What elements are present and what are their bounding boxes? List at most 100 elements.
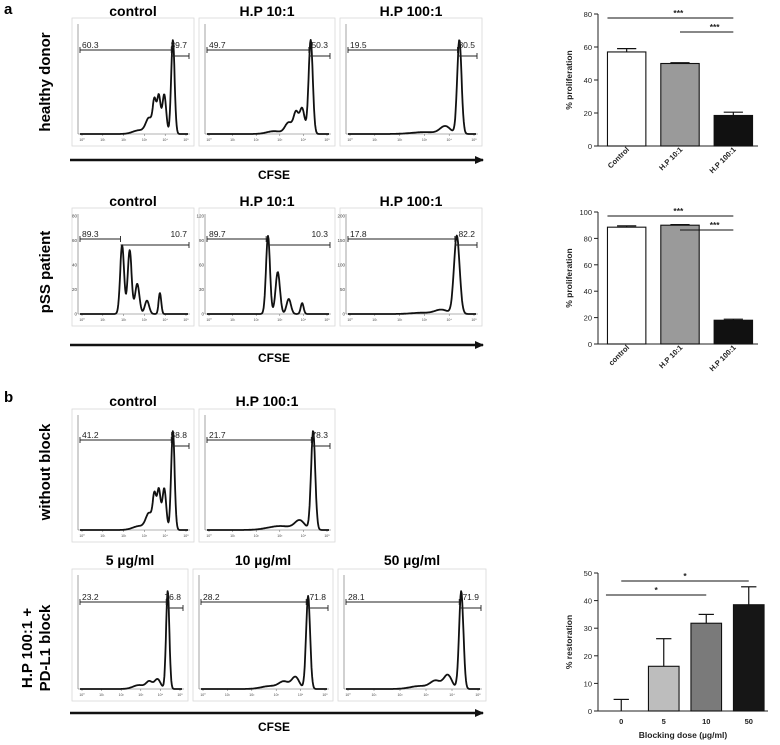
x-tick-label: 10⁵ [183,318,189,322]
x-tick-label: 10⁴ [162,318,168,322]
gate-left-percent: 17.8 [350,229,367,239]
x-tick-label: 10⁴ [301,318,307,322]
plot-frame [71,207,195,327]
category-label: control [607,343,631,367]
x-tick-label: 10² [121,138,127,142]
bar-chart: 0 20 40 60 80 % proliferation Control H.P 10:1 H… [564,8,758,175]
x-tick-label: 10⁵ [324,318,330,322]
row-label-pdl1-line1: H.P 100:1 + [19,608,36,688]
flow-plot: 10⁰ 10¹ 10² 10³ 10⁴ 10⁵ control 60.3 39.7 [71,3,195,147]
y-tick-label: 20 [584,652,592,661]
flow-plot: 10⁰ 10¹ 10² 10³ 10⁴ 10⁵ 50 µg/ml 28.1 71.9 [337,552,487,702]
y-tick-label: 80 [72,214,78,219]
x-tick-label: 10⁵ [324,534,330,538]
y-axis-label: % restoration [564,615,574,669]
x-tick-label: 10⁴ [449,693,455,697]
gate-left-percent: 21.7 [209,430,226,440]
x-tick-label: 10⁰ [206,318,212,322]
y-tick-label: 20 [584,109,592,118]
gate-right-percent: 71.8 [309,592,326,602]
y-tick-label: 60 [584,261,592,270]
y-tick-label: 120 [196,214,204,219]
plot-frame [71,17,195,147]
x-tick-label: 10⁴ [446,138,452,142]
y-tick-label: 50 [584,569,592,578]
x-tick-label: 10¹ [100,318,106,322]
histogram-curve [206,235,330,315]
y-axis-label: % proliferation [564,50,574,110]
bar-charts: 0 20 40 60 80 % proliferation Control H.P 10:1 H… [564,8,768,740]
flow-plot-title: 10 µg/ml [235,552,291,568]
y-tick-label: 80 [584,10,592,19]
x-tick-label: 10⁰ [345,693,351,697]
x-tick-label: 10⁵ [183,534,189,538]
y-tick-label: 20 [584,314,592,323]
x-tick-label: 10³ [422,318,428,322]
y-tick-label: 50 [340,287,346,292]
y-tick-label: 10 [584,679,592,688]
y-tick-label: 60 [199,263,205,268]
x-tick-label: 10⁵ [183,138,189,142]
cfse-axis-row4: CFSE [70,709,484,734]
x-tick-label: 10⁰ [200,693,206,697]
flow-plot: 10⁰ 10¹ 10² 10³ 10⁴ 10⁵ 80 60 40 20 0 control 89.3 10… [71,193,195,327]
x-tick-label: 10² [249,693,255,697]
significance-label: *** [673,206,684,216]
flow-plot-title: H.P 100:1 [380,3,443,19]
flow-plot-title: 5 µg/ml [106,552,155,568]
gate-right-percent: 50.3 [311,40,328,50]
bar [606,51,647,147]
flow-plot: 10⁰ 10¹ 10² 10³ 10⁴ 10⁵ H.P 100:1 21.7 78.3 [198,393,336,543]
gate-right-percent: 58.8 [170,430,187,440]
x-tick-label: 10⁰ [206,534,212,538]
histogram-curve [79,430,189,531]
y-tick-label: 20 [72,287,78,292]
x-tick-label: 10³ [277,534,283,538]
x-tick-label: 10² [254,138,260,142]
x-tick-label: 10⁰ [206,138,212,142]
y-tick-label: 0 [588,142,592,151]
significance-label: *** [710,220,721,230]
x-tick-label: 10⁰ [79,138,85,142]
gate-right-percent: 10.3 [311,229,328,239]
x-tick-label: 10³ [142,318,148,322]
y-tick-label: 40 [584,287,592,296]
x-tick-label: 10² [121,318,127,322]
x-tick-label: 10¹ [372,318,378,322]
flow-plot-title: 50 µg/ml [384,552,440,568]
bar [713,114,754,147]
x-tick-label: 10⁵ [324,138,330,142]
x-tick-label: 10³ [138,693,144,697]
y-tick-label: 200 [337,214,345,219]
category-label: 5 [662,717,666,726]
bar [660,224,700,345]
y-tick-label: 60 [72,238,78,243]
y-tick-label: 40 [72,263,78,268]
x-tick-label: 10¹ [100,138,106,142]
y-tick-label: 90 [199,238,205,243]
x-tick-label: 10¹ [230,534,236,538]
category-label: H.P 100:1 [708,343,738,373]
x-tick-label: 10¹ [230,138,236,142]
x-tick-label: 10¹ [372,138,378,142]
y-tick-label: 40 [584,76,592,85]
flow-plot: 10⁰ 10¹ 10² 10³ 10⁴ 10⁵ 5 µg/ml 23.2 76.8 [71,552,189,702]
x-tick-label: 10² [254,534,260,538]
category-label: 0 [619,717,623,726]
x-tick-label: 10⁰ [79,534,85,538]
bar [606,226,647,345]
flow-plot-title: H.P 100:1 [380,193,443,209]
x-tick-label: 10² [397,138,403,142]
category-label: H.P 10:1 [657,145,684,172]
bar-chart: 0 10 20 30 40 50 % restoration 0 5 10 50 Blocking d… [564,569,768,740]
x-tick-label: 10⁴ [162,138,168,142]
y-tick-label: 100 [337,263,345,268]
y-tick-label: 100 [579,208,592,217]
row-label-pss-patient: pSS patient [37,231,54,314]
bar-chart: 0 20 40 60 80 100 % proliferation control H.P 10… [564,206,758,373]
x-tick-label: 10² [121,534,127,538]
flow-plot-title: control [109,393,156,409]
histogram-curve [206,430,330,531]
y-tick-label: 0 [201,312,204,317]
